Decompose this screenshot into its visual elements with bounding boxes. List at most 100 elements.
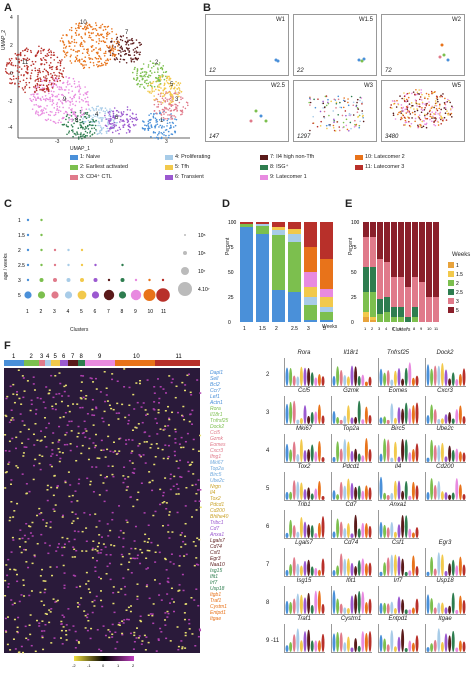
umap-cell-dot [161,125,164,127]
heatmap-cell [117,418,120,420]
umap-cell-dot [97,105,99,107]
heatmap-cell [34,423,37,425]
umap-cell-dot [131,120,134,123]
heatmap-cluster-bar [155,360,200,366]
week-cell-dot [322,102,325,105]
umap-cell-dot [162,71,165,74]
violin-shape [296,593,300,614]
violin-shape [292,375,296,386]
umap-cell-dot [44,54,47,57]
umap-cell-dot [125,43,127,46]
umap-cell-dot [104,28,107,31]
week-cell-dot [414,113,416,116]
week-cell-dot [415,88,417,91]
umap-cell-dot [88,123,91,126]
e-ytick: 0 [351,320,354,326]
violin-shape [408,495,412,500]
violin-plot [331,472,372,501]
size-legend-circle [183,251,187,255]
umap-cell-dot [170,126,172,128]
violin-title: Cd7 [345,502,357,508]
week-cell-dot [439,111,442,114]
violin-shape [303,597,307,614]
heatmap-cell [61,614,64,617]
heatmap-cell [105,387,108,390]
d-bar-segment [272,230,285,235]
umap-cell-dot [50,82,53,85]
heatmap-cell [46,499,49,502]
heatmap-cell [166,593,169,595]
heatmap-cell [111,518,114,521]
violin-shape [451,449,455,462]
heatmap-cell [158,402,161,404]
umap-cell-dot [101,117,103,119]
umap-cell-dot [177,82,179,85]
violin-shape [408,452,412,462]
heatmap-cell [167,444,170,447]
umap-cell-dot [175,93,177,95]
violin-title: Egr3 [438,540,452,546]
violin-shape [440,418,444,424]
heatmap-cell [199,434,202,437]
bubble-point [53,278,57,282]
umap-cell-dot [130,60,133,63]
d-xtick: 2.5 [291,326,298,332]
violin-plot [378,358,419,387]
umap-cell-dot [172,87,175,90]
umap-cell-dot [80,98,83,101]
violin-title: Lgals7 [295,540,313,546]
umap-cell-dot [147,125,150,128]
umap-cell-dot [12,64,14,67]
heatmap-cell [118,622,121,624]
umap-cell-dot [88,116,91,118]
week-cell-dot [422,125,425,128]
violin-shape [397,407,401,424]
umap-cell-dot [146,75,149,78]
umap-cell-dot [129,118,132,121]
violin-plot [378,510,419,539]
week-cell-dot [342,121,345,124]
umap-cell-dot [26,66,29,69]
umap-cell-dot [70,124,73,126]
heatmap-cell [185,487,188,489]
week-cell-dot [430,90,433,93]
bubble-point [77,290,87,300]
umap-cell-dot [107,123,110,126]
umap-cell-dot [104,52,107,55]
bubble-point [80,278,84,282]
umap-cell-dot [176,84,178,86]
heatmap-cell [12,383,15,386]
umap-cell-dot [116,42,119,44]
umap-cell-dot [89,115,92,117]
heatmap-cell [8,519,11,522]
heatmap-cell [99,552,102,554]
umap-cell-dot [137,57,139,60]
heatmap-cell [21,537,24,540]
violin-shape [379,602,383,614]
heatmap-cell [118,450,121,452]
umap-cell-dot [55,103,58,106]
umap-cell-dot [98,34,100,37]
heatmap-cell [148,549,151,552]
heatmap-cell [188,618,191,621]
umap-cell-dot [83,59,86,62]
umap-cell-dot [38,45,40,48]
umap-cell-dot [163,95,165,97]
week-cell-dot [444,112,447,115]
umap-cell-dot [126,47,129,50]
umap-cell-dot [92,28,95,30]
heatmap-cell [11,536,14,539]
umap-cell-dot [128,54,130,56]
heatmap-cell [164,557,167,560]
violin-shape [390,457,394,462]
violin-shape [411,555,415,576]
umap-cell-dot [70,85,73,88]
e-legend-swatch [448,289,454,295]
heatmap-gene-label: Dapl1 [210,370,224,376]
umap-cell-dot [112,126,115,129]
umap-cell-dot [89,135,92,137]
heatmap-cell [12,516,15,518]
heatmap-cell [30,644,33,647]
week-cell-dot [403,98,405,100]
umap-cell-dot [112,47,115,50]
